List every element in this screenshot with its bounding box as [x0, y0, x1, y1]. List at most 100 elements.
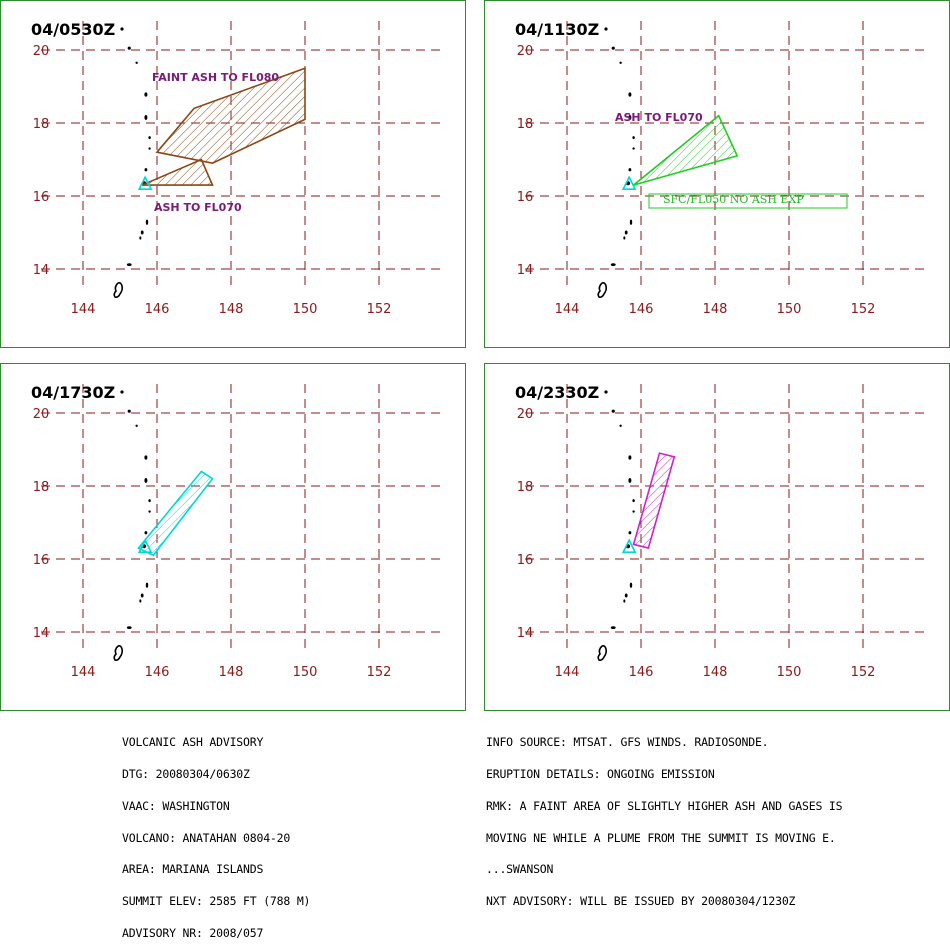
island-dot	[628, 455, 632, 460]
lat-tick-label: 16	[33, 190, 50, 205]
island-dot	[619, 424, 622, 427]
island-dot	[140, 230, 144, 235]
volcano-marker	[621, 175, 637, 191]
lat-tick-label: 20	[517, 44, 534, 59]
island-dot	[629, 582, 633, 588]
island-dot	[604, 27, 608, 31]
lon-tick-label: 144	[555, 665, 580, 680]
advisory-left-line: AREA: MARIANA ISLANDS	[122, 862, 264, 877]
island-dot	[611, 409, 615, 413]
lat-tick-label: 18	[33, 117, 50, 132]
lat-tick-label: 16	[517, 553, 534, 568]
advisory-right-line: INFO SOURCE: MTSAT. GFS WINDS. RADIOSOND…	[486, 735, 769, 750]
panel-title: 04/1730Z	[31, 383, 115, 402]
advisory-right-line: MOVING NE WHILE A PLUME FROM THE SUMMIT …	[486, 830, 836, 845]
island-dot	[127, 409, 131, 413]
lat-tick-label: 16	[517, 190, 534, 205]
advisory-left-line: ADVISORY NR: 2008/057	[122, 925, 264, 940]
lon-tick-label: 148	[219, 665, 244, 680]
lon-tick-label: 148	[703, 302, 728, 317]
lat-tick-label: 14	[517, 626, 534, 641]
island-dot	[628, 115, 632, 121]
lon-tick-label: 144	[71, 302, 96, 317]
island-dot	[628, 168, 632, 172]
island-dot	[145, 219, 149, 225]
advisory-right-line: NXT ADVISORY: WILL BE ISSUED BY 20080304…	[486, 894, 796, 909]
island-dot	[148, 147, 151, 150]
island-dot	[126, 626, 132, 630]
island-dot	[628, 531, 632, 535]
advisory-left-line: DTG: 20080304/0630Z	[122, 766, 250, 781]
lon-tick-label: 150	[777, 665, 802, 680]
island-dot	[144, 168, 148, 172]
map-panel-1: 144 146 148 150 152 14 16 18 20 04/0530Z FAINT ASH…	[0, 0, 466, 348]
island-dot	[126, 263, 132, 267]
volcano-marker	[137, 538, 153, 554]
map-svg-1: 144 146 148 150 152 14 16 18 20 04/0530Z FAINT ASH…	[31, 20, 441, 317]
advisory-right-line: RMK: A FAINT AREA OF SLIGHTLY HIGHER ASH…	[486, 798, 843, 813]
sfc-label-box	[648, 193, 848, 209]
ash-area-polygon	[141, 158, 214, 186]
lon-tick-label: 148	[219, 302, 244, 317]
island-dot	[632, 510, 635, 513]
volcano-marker	[621, 538, 637, 554]
island-dot	[135, 61, 138, 64]
island-dot	[144, 115, 148, 121]
ash-area-polygon	[137, 470, 214, 557]
island-dot	[148, 136, 151, 140]
map-grid	[41, 384, 441, 654]
island-dot	[632, 499, 635, 503]
island-dot	[144, 478, 148, 484]
lon-tick-label: 146	[145, 302, 170, 317]
ash-area-label: SFC/FL050 NO ASH EXP	[663, 193, 804, 206]
lat-tick-label: 18	[517, 480, 534, 495]
lon-tick-label: 146	[629, 665, 654, 680]
lat-tick-label: 20	[33, 407, 50, 422]
advisory-right-line: ...SWANSON	[486, 862, 554, 877]
island-dot	[148, 499, 151, 503]
island-dot	[628, 92, 632, 97]
panel-title: 04/1130Z	[515, 20, 599, 39]
island-dot	[120, 27, 124, 31]
lat-tick-label: 20	[33, 44, 50, 59]
advisory-left-line: VOLCANIC ASH ADVISORY	[122, 735, 264, 750]
island-dot	[628, 478, 632, 484]
advisory-left-line: VOLCANO: ANATAHAN 0804-20	[122, 830, 291, 845]
advisory-left-block: VOLCANIC ASH ADVISORY DTG: 20080304/0630…	[122, 716, 310, 949]
island-dot	[139, 236, 142, 240]
guam-island	[113, 645, 124, 661]
island-dot	[127, 46, 131, 50]
panel-title: 04/2330Z	[515, 383, 599, 402]
island-dot	[610, 263, 616, 267]
lon-tick-label: 152	[367, 665, 392, 680]
lon-tick-label: 150	[293, 665, 318, 680]
island-dot	[632, 147, 635, 150]
lon-tick-label: 144	[71, 665, 96, 680]
lon-tick-label: 152	[851, 302, 876, 317]
map-svg-2: 144 146 148 150 152 14 16 18 20 04/1130Z ASH TO FL…	[515, 20, 925, 317]
advisory-right-line: ERUPTION DETAILS: ONGOING EMISSION	[486, 766, 715, 781]
lat-tick-label: 16	[33, 553, 50, 568]
island-dot	[145, 582, 149, 588]
lat-tick-label: 14	[33, 626, 50, 641]
volcano-marker	[137, 175, 153, 191]
island-dot	[140, 593, 144, 598]
lat-tick-label: 20	[517, 407, 534, 422]
lat-tick-label: 18	[517, 117, 534, 132]
advisory-left-line: SUMMIT ELEV: 2585 FT (788 M)	[122, 894, 311, 909]
island-dot	[611, 46, 615, 50]
island-dot	[629, 219, 633, 225]
ash-area-polygon	[155, 67, 306, 164]
ash-area-label: ASH TO FL070	[615, 111, 703, 124]
lat-tick-label: 14	[517, 263, 534, 278]
island-dot	[619, 61, 622, 64]
ash-area-label: FAINT ASH TO FL080	[152, 71, 279, 84]
island-dot	[624, 230, 628, 235]
lon-tick-label: 146	[629, 302, 654, 317]
island-dot	[135, 424, 138, 427]
ash-area-polygon	[633, 114, 739, 186]
island-dot	[604, 390, 608, 394]
